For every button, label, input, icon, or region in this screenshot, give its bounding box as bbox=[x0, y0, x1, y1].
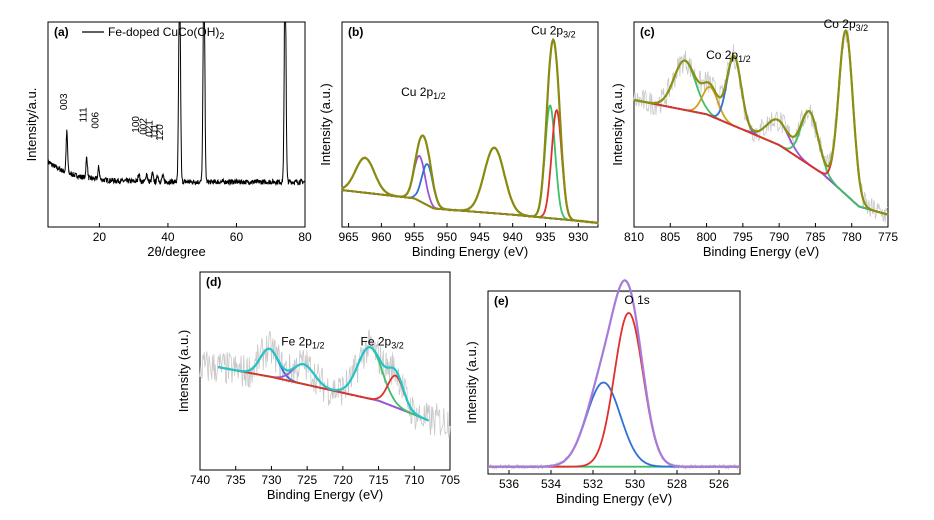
xrd-pattern-line bbox=[47, 21, 306, 187]
plot-frame bbox=[633, 21, 889, 228]
panel-a-xrd-plot: 20 40 60 80 2θ/degree Intensity/a.u. (a) Fe-dop… bbox=[24, 21, 312, 259]
peak-annotation: Fe 2p3/2 bbox=[361, 334, 404, 350]
envelope-fit-line bbox=[488, 279, 740, 468]
x-tick-label: 730 bbox=[261, 473, 281, 487]
peak-annotation: Fe 2p1/2 bbox=[281, 334, 324, 350]
fit-component-line bbox=[488, 381, 740, 468]
x-tick-label: 80 bbox=[298, 230, 312, 244]
peak-annotation: Cu 2p1/2 bbox=[401, 85, 446, 101]
x-tick-label: 795 bbox=[733, 230, 753, 244]
x-tick-label: 530 bbox=[625, 477, 645, 491]
x-tick-label: 790 bbox=[769, 230, 789, 244]
x-tick-label: 40 bbox=[161, 230, 175, 244]
peak-annotation: Co 2p3/2 bbox=[824, 17, 869, 33]
panel-label: (a) bbox=[54, 25, 69, 39]
x-tick-label: 805 bbox=[660, 230, 680, 244]
x-tick-label: 534 bbox=[541, 477, 561, 491]
panel-label: (d) bbox=[206, 275, 221, 289]
panel-e-o1s-plot: 536 534 532 530 528 526 Binding Energy (eV) Int… bbox=[464, 279, 741, 506]
reflection-label: 120 bbox=[155, 124, 166, 141]
x-tick-label: 715 bbox=[369, 473, 389, 487]
plot-frame bbox=[487, 290, 741, 475]
x-tick-label: 526 bbox=[709, 477, 729, 491]
y-axis-label: Intensity (a.u.) bbox=[176, 330, 191, 412]
reflection-label: 002 bbox=[139, 118, 150, 135]
peak-annotation: Co 2p1/2 bbox=[706, 48, 751, 64]
legend-label: Fe-doped CuCo(OH)2 bbox=[108, 25, 224, 41]
x-tick-label: 60 bbox=[230, 230, 244, 244]
x-tick-label: 930 bbox=[568, 230, 588, 244]
x-tick-label: 955 bbox=[404, 230, 424, 244]
panel-label: (e) bbox=[494, 294, 509, 308]
fit-component-line bbox=[341, 156, 599, 224]
x-axis-label: Binding Energy (eV) bbox=[267, 487, 383, 502]
raw-data-line bbox=[199, 329, 451, 440]
plot-frame bbox=[341, 21, 599, 228]
x-tick-label: 775 bbox=[878, 230, 898, 244]
x-tick-label: 780 bbox=[842, 230, 862, 244]
reflection-label: 021 bbox=[145, 120, 156, 137]
fit-component-line bbox=[341, 154, 599, 224]
fit-component-line bbox=[633, 85, 889, 216]
x-axis-label: Binding Energy (eV) bbox=[412, 244, 528, 259]
x-tick-label: 800 bbox=[697, 230, 717, 244]
x-tick-label: 950 bbox=[437, 230, 457, 244]
x-tick-label: 720 bbox=[333, 473, 353, 487]
x-axis-label: Binding Energy (eV) bbox=[703, 244, 819, 259]
x-tick-label: 528 bbox=[667, 477, 687, 491]
x-tick-label: 735 bbox=[226, 473, 246, 487]
x-tick-label: 965 bbox=[339, 230, 359, 244]
x-tick-label: 725 bbox=[297, 473, 317, 487]
x-axis-label: Binding Energy (eV) bbox=[556, 491, 672, 506]
x-tick-label: 532 bbox=[583, 477, 603, 491]
fit-component-line bbox=[217, 366, 429, 422]
reflection-label: 003 bbox=[59, 93, 70, 110]
y-axis-label: Intensity (a.u.) bbox=[464, 341, 479, 423]
envelope-fit-line bbox=[217, 345, 429, 422]
x-tick-label: 935 bbox=[535, 230, 555, 244]
x-tick-label: 705 bbox=[440, 473, 460, 487]
reflection-label: 100 bbox=[131, 116, 142, 133]
panel-label: (b) bbox=[348, 25, 363, 39]
x-tick-label: 20 bbox=[93, 230, 107, 244]
y-axis-label: Intensity/a.u. bbox=[24, 88, 39, 162]
reflection-label: 006 bbox=[91, 111, 102, 128]
fit-component-line bbox=[488, 312, 740, 468]
panel-label: (c) bbox=[640, 25, 655, 39]
envelope-fit-line bbox=[633, 28, 889, 216]
peak-annotation: Cu 2p3/2 bbox=[531, 23, 576, 39]
panel-b-cu2p-plot: 965 960 955 950 945 940 935 930 Binding Energy (… bbox=[318, 21, 599, 259]
x-tick-label: 740 bbox=[190, 473, 210, 487]
reflection-label: 111 bbox=[79, 107, 90, 123]
panel-c-co2p-plot: 810 805 800 795 790 785 780 775 Binding Energy (… bbox=[610, 17, 898, 259]
reflection-label: 111 bbox=[150, 123, 161, 139]
peak-annotation: O 1s bbox=[624, 293, 649, 307]
y-axis-label: Intensity (a.u.) bbox=[318, 83, 333, 165]
x-tick-label: 536 bbox=[499, 477, 519, 491]
envelope-fit-line bbox=[341, 37, 599, 224]
x-tick-label: 810 bbox=[624, 230, 644, 244]
x-tick-label: 785 bbox=[805, 230, 825, 244]
y-axis-label: Intensity (a.u.) bbox=[610, 83, 625, 165]
x-tick-label: 940 bbox=[503, 230, 523, 244]
plot-frame bbox=[47, 21, 306, 228]
x-tick-label: 945 bbox=[470, 230, 490, 244]
x-axis-label: 2θ/degree bbox=[147, 244, 206, 259]
panel-d-fe2p-plot: 740 735 730 725 720 715 710 705 Binding Energy (… bbox=[176, 271, 460, 502]
fit-component-line bbox=[633, 99, 889, 216]
x-tick-label: 960 bbox=[371, 230, 391, 244]
x-tick-label: 710 bbox=[404, 473, 424, 487]
